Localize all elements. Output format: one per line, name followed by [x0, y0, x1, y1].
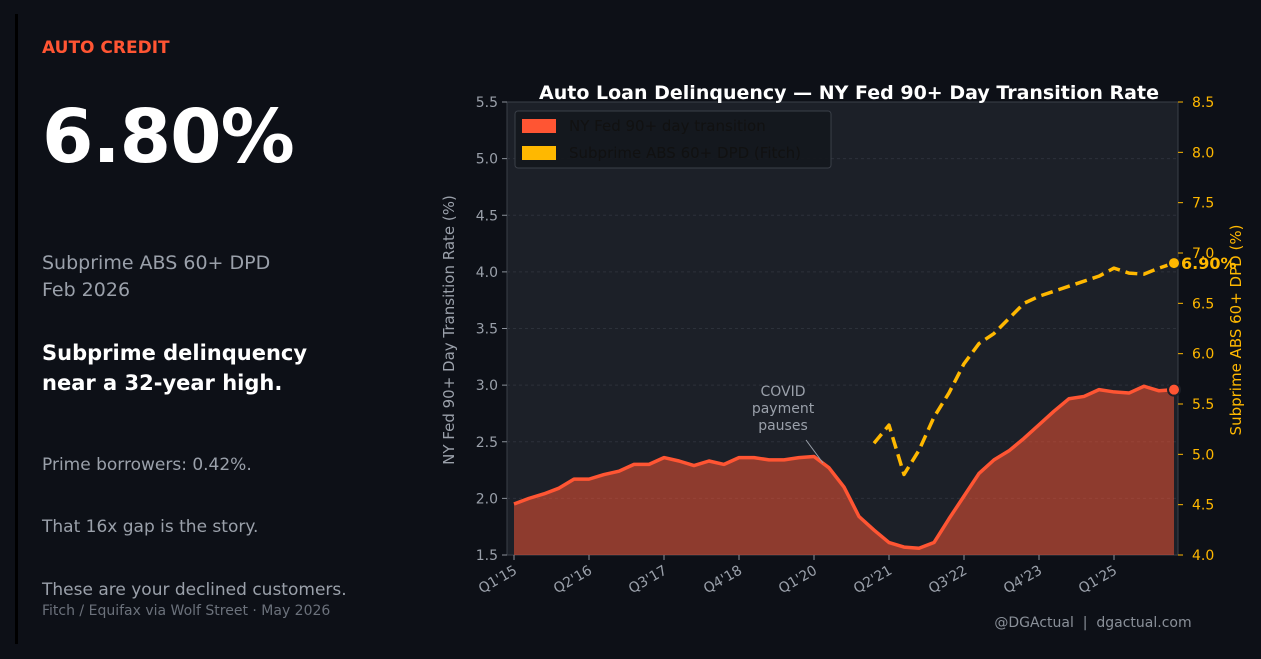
y-tick-label: 3.0 — [476, 378, 498, 394]
y2-tick-label: 8.5 — [1192, 95, 1214, 111]
y-tick-label: 5.0 — [476, 152, 498, 168]
end-point — [1167, 256, 1181, 271]
end-point — [1167, 382, 1181, 397]
y2-axis-label: Subprime ABS 60+ DPD (%) — [1227, 225, 1245, 436]
line — [513, 384, 1175, 550]
x-tick-label: Q4'23 — [1001, 563, 1045, 598]
note: These are your declined customers. — [42, 580, 347, 600]
metric-date: Feb 2026 — [42, 279, 131, 301]
annotation: payment — [752, 401, 815, 417]
x-tick-label: Q1'25 — [1076, 563, 1120, 598]
annotation-arrow — [805, 439, 824, 464]
y-tick-label: 4.0 — [476, 265, 498, 281]
y2-tick-label: 5.5 — [1192, 397, 1214, 413]
y-tick-label: 3.5 — [476, 322, 498, 338]
y2-tick-label: 4.5 — [1192, 498, 1214, 514]
y2-tick-label: 7.5 — [1192, 196, 1214, 212]
y2-tick-label: 6.5 — [1192, 296, 1214, 312]
x-tick-label: Q3'17 — [626, 563, 670, 598]
x-tick-label: Q2'16 — [551, 563, 595, 598]
y2-tick-label: 7.0 — [1192, 246, 1214, 262]
note: Prime borrowers: 0.42%. — [42, 455, 252, 475]
annotation: COVID — [760, 384, 805, 400]
x-tick-label: Q1'15 — [476, 563, 520, 598]
source: Fitch / Equifax via Wolf Street · May 20… — [42, 603, 331, 619]
x-tick-label: Q2'21 — [851, 563, 895, 598]
y2-tick-label: 5.0 — [1192, 447, 1214, 463]
metric-name: Subprime ABS 60+ DPD — [42, 252, 271, 274]
y2-tick-label: 6.0 — [1192, 347, 1214, 363]
takeaway: Subprime delinquency — [42, 341, 308, 365]
chart-title: Auto Loan Delinquency — NY Fed 90+ Day T… — [539, 82, 1159, 104]
accent-rule — [15, 14, 18, 644]
legend-label: Subprime ABS 60+ DPD (Fitch) — [569, 144, 801, 162]
summary-panel: AUTO CREDIT 6.80% Subprime ABS 60+ DPD F… — [0, 0, 440, 659]
area — [514, 386, 1174, 555]
y-tick-label: 5.5 — [476, 95, 498, 111]
kicker: AUTO CREDIT — [42, 38, 170, 58]
y2-tick-label: 8.0 — [1192, 145, 1214, 161]
legend — [514, 110, 832, 169]
headline-value: 6.80% — [42, 94, 295, 180]
legend-swatch — [522, 119, 556, 133]
annotation: pauses — [758, 418, 808, 434]
legend-swatch — [522, 146, 556, 160]
legend-label: NY Fed 90+ day transition — [569, 117, 766, 135]
y-tick-label: 2.0 — [476, 491, 498, 507]
line — [872, 261, 1175, 477]
x-tick-label: Q3'22 — [926, 563, 970, 598]
takeaway: near a 32-year high. — [42, 371, 283, 395]
x-tick-label: Q4'18 — [701, 563, 745, 598]
footer: @DGActual | dgactual.com — [994, 615, 1191, 631]
value-label: 6.90% — [1181, 254, 1237, 273]
y2-tick-label: 4.0 — [1192, 548, 1214, 564]
y-axis-label: NY Fed 90+ Day Transition Rate (%) — [440, 195, 458, 465]
note: That 16x gap is the story. — [42, 517, 259, 537]
x-tick-label: Q1'20 — [776, 563, 820, 598]
y-tick-label: 1.5 — [476, 548, 498, 564]
y-tick-label: 2.5 — [476, 435, 498, 451]
y-tick-label: 4.5 — [476, 208, 498, 224]
